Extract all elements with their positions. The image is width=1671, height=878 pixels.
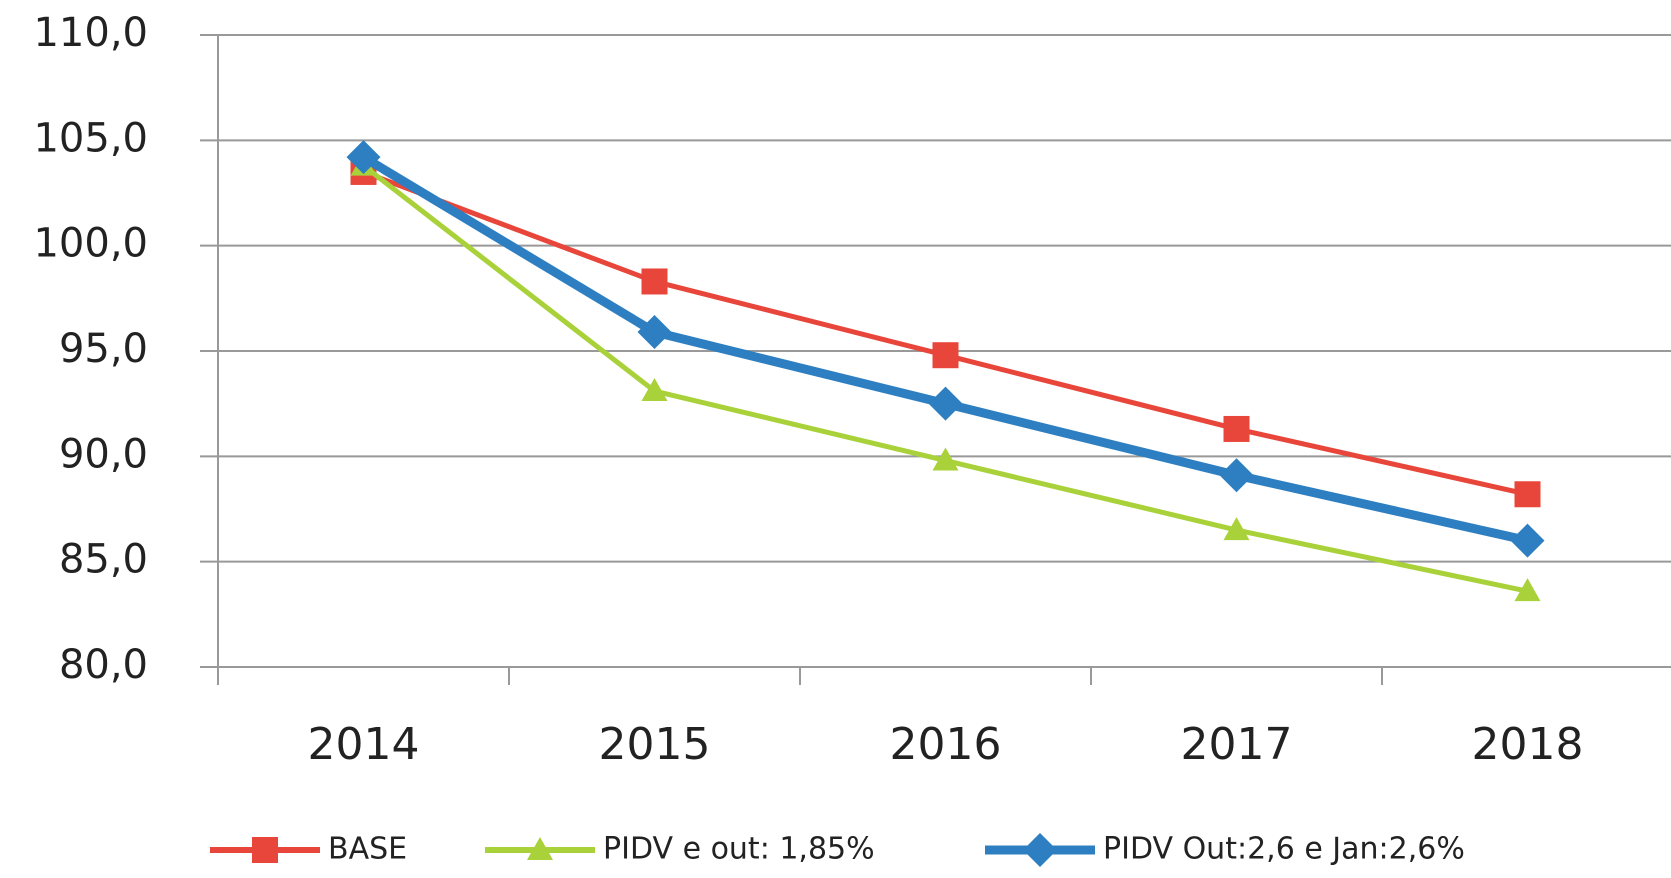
marker [637, 315, 672, 350]
marker [1223, 517, 1250, 541]
marker [932, 342, 959, 369]
series-line [361, 163, 1529, 594]
marker [1023, 833, 1057, 867]
marker [1219, 458, 1254, 493]
marker [252, 837, 278, 863]
marker [1223, 415, 1250, 442]
marker [928, 386, 963, 421]
y-tick-label: 100,0 [33, 221, 148, 267]
x-tick-label: 2015 [599, 719, 711, 770]
marker [641, 268, 668, 295]
x-tick-label: 2014 [308, 719, 420, 770]
marker [641, 378, 668, 402]
y-tick-label: 80,0 [59, 642, 148, 688]
legend-label: PIDV e out: 1,85% [603, 832, 875, 867]
y-tick-label: 85,0 [59, 537, 148, 583]
x-tick-label: 2018 [1472, 719, 1584, 770]
marker [346, 140, 381, 175]
marker [932, 447, 959, 471]
legend-label: BASE [328, 832, 407, 867]
legend-label: PIDV Out:2,6 e Jan:2,6% [1103, 832, 1465, 867]
marker [1514, 481, 1541, 508]
x-tick-label: 2017 [1181, 719, 1293, 770]
y-tick-label: 105,0 [33, 115, 148, 161]
y-tick-label: 90,0 [59, 431, 148, 477]
marker [527, 837, 553, 860]
x-tick-label: 2016 [890, 719, 1002, 770]
marker [1514, 578, 1541, 602]
series-line [362, 169, 1529, 497]
y-tick-label: 95,0 [59, 326, 148, 372]
marker [1510, 523, 1545, 558]
y-tick-label: 110,0 [33, 10, 148, 56]
